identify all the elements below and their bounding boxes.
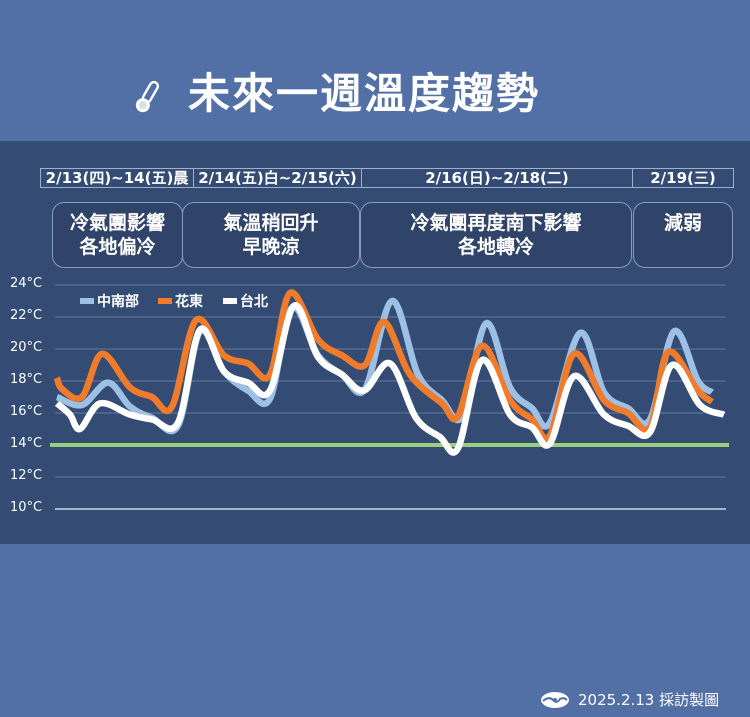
legend-label: 花東 [175, 294, 203, 310]
title-bar: 未來一週溫度趨勢 [0, 0, 750, 141]
footer-text: 2025.2.13 採訪製圖 [578, 691, 720, 709]
description-line: 氣溫稍回升 [223, 212, 319, 234]
y-tick: 24°C [10, 276, 43, 291]
description-line: 減弱 [663, 212, 702, 234]
legend-swatch [80, 298, 94, 304]
legend-label: 中南部 [97, 294, 139, 310]
y-tick: 10°C [10, 500, 43, 515]
footer-credit: 2025.2.13 採訪製圖 [540, 689, 719, 710]
period-description: 減弱 [633, 202, 733, 268]
series-line [53, 289, 715, 442]
period-description: 氣溫稍回升 早晚涼 [182, 202, 360, 268]
y-tick: 14°C [10, 436, 43, 451]
series-line [54, 302, 726, 456]
period-description: 冷氣團再度南下影響 各地轉冷 [360, 202, 632, 268]
description-line: 冷氣團影響 [69, 212, 165, 234]
y-tick: 12°C [10, 468, 43, 483]
legend-item: 台北 [223, 291, 268, 311]
y-tick: 22°C [10, 308, 43, 323]
y-tick: 20°C [10, 340, 43, 355]
thermometer-icon [135, 80, 160, 113]
legend-swatch [158, 298, 172, 304]
period-description: 冷氣團影響 各地偏冷 [52, 202, 183, 268]
cwa-logo-icon [541, 691, 569, 708]
legend-label: 台北 [240, 294, 268, 310]
legend-swatch [223, 298, 237, 304]
legend-item: 中南部 [80, 291, 139, 311]
description-line: 冷氣團再度南下影響 [410, 212, 582, 234]
description-line: 各地偏冷 [79, 236, 156, 258]
description-line: 早晚涼 [242, 236, 300, 258]
y-tick: 16°C [10, 404, 43, 419]
page-title: 未來一週溫度趨勢 [188, 69, 541, 118]
period-label: 2/19(三) [632, 168, 734, 188]
legend-item: 花東 [158, 291, 203, 311]
y-tick: 18°C [10, 372, 43, 387]
description-line: 各地轉冷 [457, 236, 534, 258]
